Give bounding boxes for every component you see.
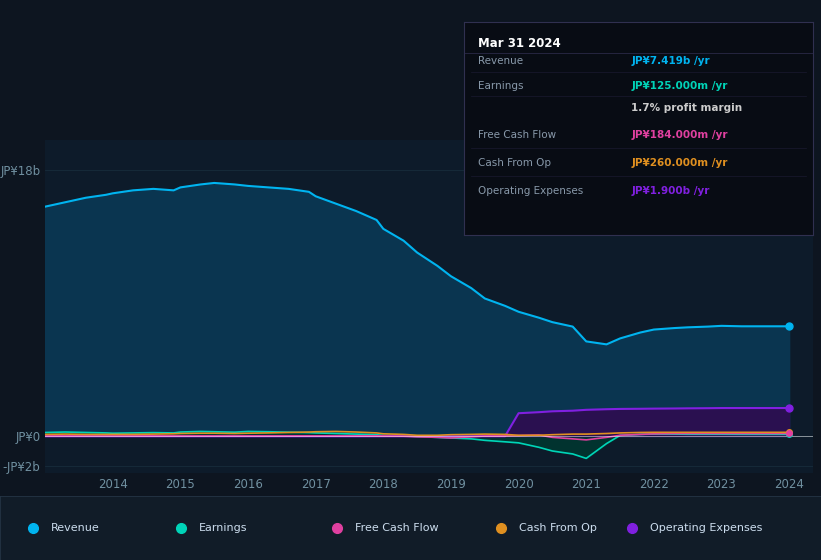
Text: JP¥1.900b /yr: JP¥1.900b /yr	[631, 185, 709, 195]
Text: JP¥125.000m /yr: JP¥125.000m /yr	[631, 81, 727, 91]
Text: Operating Expenses: Operating Expenses	[478, 185, 583, 195]
Text: Earnings: Earnings	[199, 523, 247, 533]
Text: Cash From Op: Cash From Op	[519, 523, 597, 533]
Text: JP¥260.000m /yr: JP¥260.000m /yr	[631, 158, 727, 168]
Text: JP¥7.419b /yr: JP¥7.419b /yr	[631, 55, 710, 66]
Text: Free Cash Flow: Free Cash Flow	[355, 523, 438, 533]
Text: 1.7% profit margin: 1.7% profit margin	[631, 102, 742, 113]
Text: Mar 31 2024: Mar 31 2024	[478, 38, 561, 50]
Text: JP¥184.000m /yr: JP¥184.000m /yr	[631, 130, 728, 140]
Text: Free Cash Flow: Free Cash Flow	[478, 130, 556, 140]
Text: Revenue: Revenue	[478, 55, 523, 66]
Text: Cash From Op: Cash From Op	[478, 158, 551, 168]
Text: Revenue: Revenue	[51, 523, 99, 533]
Text: Earnings: Earnings	[478, 81, 523, 91]
Text: Operating Expenses: Operating Expenses	[650, 523, 763, 533]
